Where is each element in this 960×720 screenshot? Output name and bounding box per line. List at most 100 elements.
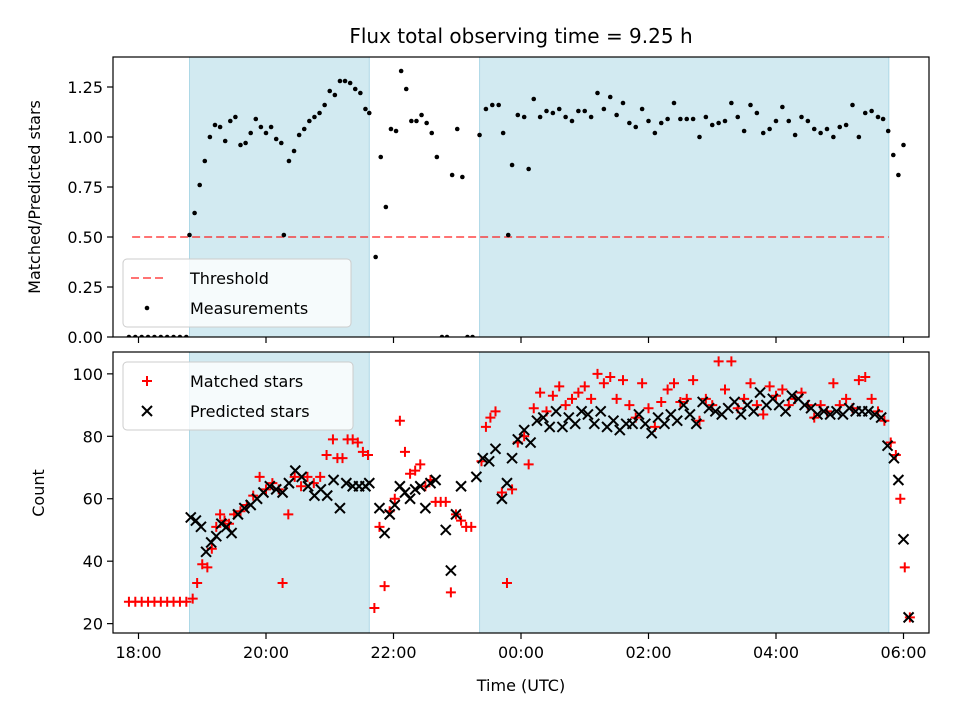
predicted-point xyxy=(881,439,894,452)
measurement-point xyxy=(187,232,192,238)
measurement-point xyxy=(477,132,482,138)
y-tick-label: 1.25 xyxy=(67,78,103,97)
predicted-point xyxy=(843,402,856,414)
matched-point xyxy=(277,578,288,589)
bottom-panel: 18:00 20:00 22:00 00:00 02:00 04:00 06:00 20 40 6… xyxy=(72,351,930,662)
predicted-point xyxy=(582,408,594,421)
matched-point xyxy=(215,509,226,520)
matched-point xyxy=(507,484,518,495)
predicted-point xyxy=(594,405,607,418)
measurement-point xyxy=(531,96,537,102)
measurement-point xyxy=(703,114,709,120)
y-tick-label: 80 xyxy=(83,427,103,446)
matched-point xyxy=(777,384,788,395)
legend: Matched stars Predicted stars xyxy=(122,361,354,431)
matched-point xyxy=(389,493,400,504)
matched-point xyxy=(327,434,338,445)
measurement-point xyxy=(505,232,511,238)
measurement-point xyxy=(729,100,734,106)
legend-label: Threshold xyxy=(189,269,269,288)
matched-point xyxy=(283,509,294,520)
predicted-point xyxy=(445,564,457,577)
measurement-point xyxy=(716,120,721,126)
matched-point xyxy=(315,471,326,482)
measurement-point xyxy=(805,118,811,124)
predicted-point xyxy=(709,405,722,418)
top-panel: 0.00 0.25 0.50 0.75 1.00 1.25 Threshold Measure… xyxy=(67,56,930,347)
predicted-point xyxy=(383,508,396,521)
predicted-point xyxy=(531,414,543,427)
predicted-point xyxy=(569,418,581,430)
measurement-point xyxy=(233,114,238,120)
measurement-point xyxy=(383,204,389,210)
measurement-point xyxy=(658,120,664,126)
measurement-point xyxy=(678,116,683,122)
measurement-point xyxy=(652,130,658,136)
predicted-point xyxy=(524,436,537,449)
predicted-point xyxy=(238,502,251,514)
measurement-point xyxy=(741,128,747,134)
measurement-point xyxy=(258,124,264,130)
measurement-point xyxy=(576,108,581,114)
measurement-point xyxy=(869,108,874,114)
measurement-point xyxy=(483,106,489,112)
measurement-point xyxy=(248,130,253,136)
x-tick-label: 02:00 xyxy=(625,643,671,662)
x-tick-label: 04:00 xyxy=(753,643,799,662)
predicted-point xyxy=(888,452,900,464)
legend: Threshold Measurements xyxy=(122,258,352,328)
measurement-point xyxy=(332,92,338,98)
matched-point xyxy=(352,437,363,448)
measurement-point xyxy=(409,118,414,124)
predicted-point xyxy=(897,533,910,546)
measurement-point xyxy=(891,152,896,158)
legend-measurement-swatch xyxy=(144,305,150,311)
predicted-point xyxy=(363,477,375,489)
measurement-point xyxy=(862,110,868,116)
measurement-point xyxy=(393,128,399,134)
measurement-point xyxy=(253,116,259,122)
x-tick-label: 00:00 xyxy=(498,643,544,662)
measurement-point xyxy=(460,174,465,180)
predicted-point xyxy=(496,493,508,505)
predicted-point xyxy=(264,480,276,492)
measurement-point xyxy=(588,114,594,120)
measurement-point xyxy=(291,148,297,154)
matched-point xyxy=(720,384,730,395)
matched-point xyxy=(410,465,421,476)
predicted-point xyxy=(340,477,353,489)
measurement-point xyxy=(614,112,619,118)
measurement-point xyxy=(735,114,741,120)
measurement-point xyxy=(424,120,429,126)
predicted-point xyxy=(798,399,811,411)
predicted-point xyxy=(295,471,308,483)
predicted-point xyxy=(185,511,197,524)
measurement-point xyxy=(192,210,197,216)
predicted-point xyxy=(633,408,645,421)
measurement-point xyxy=(228,118,233,124)
predicted-point xyxy=(818,405,830,418)
measurement-point xyxy=(595,90,600,96)
predicted-point xyxy=(869,408,881,421)
measurement-point xyxy=(709,122,715,128)
measurement-point xyxy=(780,104,785,110)
predicted-point xyxy=(409,483,421,496)
measurement-point xyxy=(880,116,886,122)
predicted-point xyxy=(225,527,238,539)
measurement-point xyxy=(358,90,363,96)
matched-point xyxy=(656,396,667,407)
predicted-point xyxy=(404,493,416,505)
predicted-point xyxy=(862,405,875,418)
predicted-point xyxy=(684,408,696,421)
predicted-point xyxy=(327,474,340,486)
measurement-point xyxy=(526,166,531,172)
y-tick-label: 0.50 xyxy=(67,228,103,247)
measurement-point xyxy=(238,142,243,148)
measurement-point xyxy=(307,118,312,124)
predicted-point xyxy=(200,546,212,558)
measurement-point xyxy=(398,68,404,74)
predicted-point xyxy=(747,405,760,418)
predicted-point xyxy=(483,455,495,467)
bottom-x-axis-label: Time (UTC) xyxy=(476,676,565,695)
measurement-point xyxy=(496,102,501,108)
